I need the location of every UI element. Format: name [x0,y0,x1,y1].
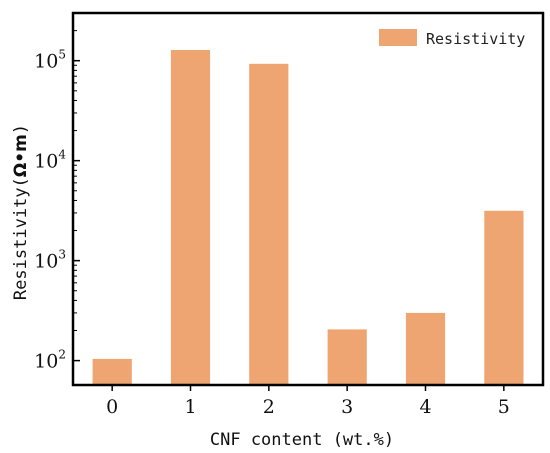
y-axis-title-main: Resistivity [11,187,31,300]
y-axis-ticks: 102 103 104 105 [34,12,80,373]
x-tick-label-1: 1 [184,396,196,418]
bars-group [92,50,524,386]
x-tick-label-2: 2 [263,396,275,418]
x-tick-label-0: 0 [106,396,118,418]
bar-5 [484,210,524,385]
x-tick-label-3: 3 [341,396,353,418]
plot-frame [71,11,545,387]
legend-label: Resistivity [426,30,525,48]
y-tick-label-1000: 103 [34,248,66,273]
bar-4 [405,312,446,385]
legend-swatch [379,29,417,46]
bar-2 [249,63,289,386]
y-axis-title: Resistivity(Ω•m) [11,124,31,300]
bar-1 [170,50,211,385]
x-axis-title: CNF content (wt.%) [210,430,394,450]
x-tick-label-5: 5 [498,396,510,418]
y-axis-title-unit: Ω•m [11,134,31,177]
y-tick-label-10000: 104 [34,148,66,173]
y-tick-label-100000: 105 [34,48,66,73]
x-tick-label-4: 4 [419,396,431,418]
bar-3 [327,329,367,385]
bar-0 [92,358,132,385]
y-tick-label-100: 102 [34,348,66,373]
x-axis-ticks: 0 1 2 3 4 5 [106,385,510,418]
legend: Resistivity [379,29,525,48]
